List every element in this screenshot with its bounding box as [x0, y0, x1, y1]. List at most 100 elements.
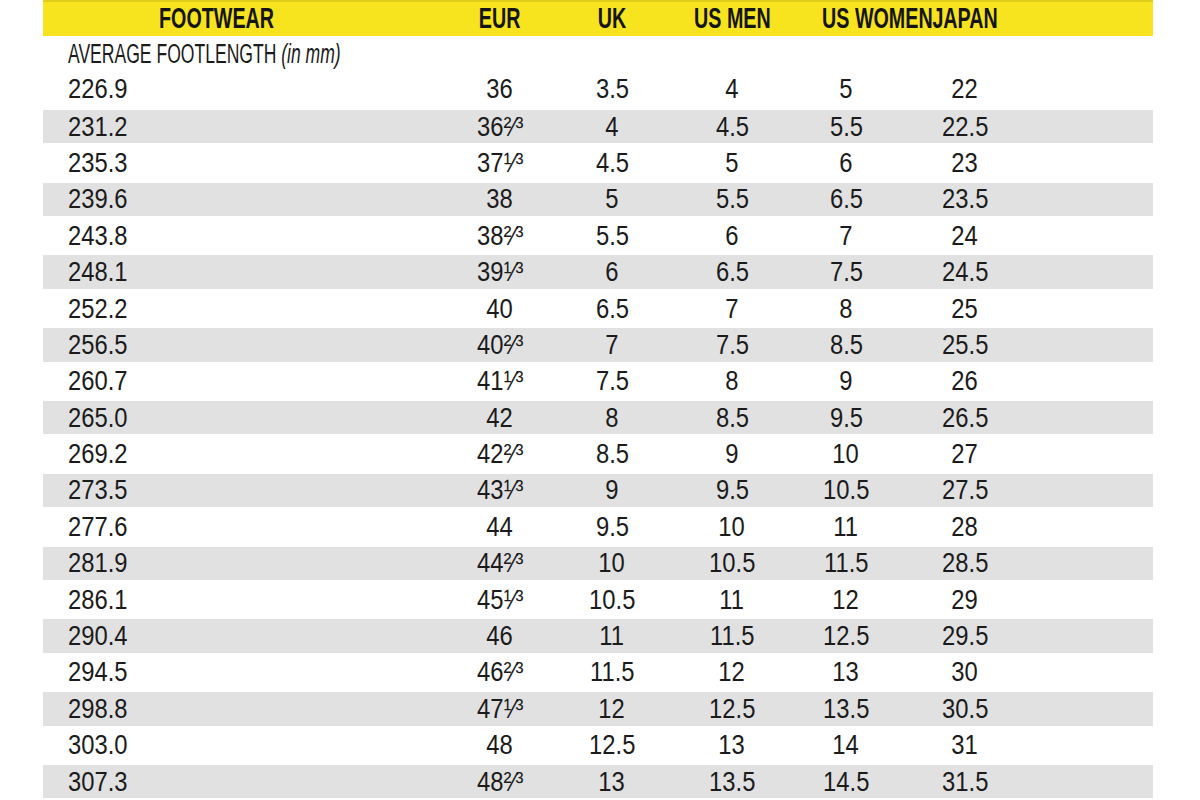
cell-uk-size: 11 — [556, 618, 668, 654]
cell-us-women-size: 10.5 — [796, 472, 896, 508]
cell-us-women-size: 14 — [796, 727, 896, 763]
japan-size-value: 29 — [952, 584, 978, 616]
cell-us-men-size: 6 — [668, 218, 796, 254]
cell-us-women-size: 7.5 — [796, 254, 896, 290]
eur-size-value: 44 — [487, 511, 513, 543]
cell-us-men-size: 5 — [668, 145, 796, 181]
row-spacer — [1034, 654, 1153, 690]
column-header-uk: UK — [556, 0, 668, 36]
cell-uk-size: 8.5 — [556, 436, 668, 472]
us-women-size-value: 7 — [839, 220, 852, 252]
cell-japan-size: 27.5 — [896, 472, 1034, 508]
uk-size-value: 5 — [605, 183, 618, 215]
cell-japan-size: 29.5 — [896, 618, 1034, 654]
cell-footlength-mm: 269.2 — [43, 436, 444, 472]
column-header-japan-label: JAPAN — [932, 2, 997, 35]
japan-size-value: 30.5 — [942, 693, 988, 725]
row-spacer — [1034, 363, 1153, 399]
japan-size-value: 23 — [952, 147, 978, 179]
cell-japan-size: 25 — [896, 290, 1034, 326]
subheader-cell: AVERAGE FOOTLENGTH (in mm) — [43, 36, 1153, 72]
column-header-eur-label: EUR — [479, 2, 521, 35]
cell-footlength-mm: 265.0 — [43, 400, 444, 436]
cell-eur-size: 36 — [444, 72, 556, 108]
uk-size-value: 4.5 — [595, 147, 628, 179]
footlength-value: 256.5 — [68, 329, 128, 361]
footlength-value: 277.6 — [68, 511, 128, 543]
us-men-size-value: 5 — [725, 147, 738, 179]
column-header-footwear: FOOTWEAR — [43, 0, 444, 36]
us-men-size-value: 6.5 — [715, 256, 748, 288]
cell-eur-size: 44 — [444, 509, 556, 545]
us-women-size-value: 5.5 — [829, 111, 862, 143]
cell-eur-size: 39¹⁄³ — [444, 254, 556, 290]
cell-us-women-size: 6 — [796, 145, 896, 181]
cell-japan-size: 26 — [896, 363, 1034, 399]
japan-size-value: 25.5 — [942, 329, 988, 361]
eur-size-value: 44²⁄³ — [477, 547, 523, 579]
us-women-size-value: 12 — [833, 584, 859, 616]
footlength-value: 269.2 — [68, 438, 128, 470]
cell-japan-size: 30.5 — [896, 691, 1034, 727]
footlength-value: 226.9 — [68, 73, 128, 105]
footlength-value: 243.8 — [68, 220, 128, 252]
footlength-value: 231.2 — [68, 111, 128, 143]
us-men-size-value: 10.5 — [709, 547, 755, 579]
cell-us-women-size: 12 — [796, 581, 896, 617]
eur-size-value: 46 — [487, 620, 513, 652]
us-men-size-value: 13.5 — [709, 766, 755, 798]
uk-size-value: 8 — [605, 402, 618, 434]
uk-size-value: 12 — [599, 693, 625, 725]
uk-size-value: 10.5 — [589, 584, 635, 616]
table-row: 307.3 48²⁄³ 13 13.5 14.5 31.5 — [43, 763, 1153, 799]
cell-us-women-size: 13.5 — [796, 691, 896, 727]
us-women-size-value: 8.5 — [829, 329, 862, 361]
row-spacer — [1034, 509, 1153, 545]
us-women-size-value: 9.5 — [829, 402, 862, 434]
us-women-size-value: 13 — [833, 656, 859, 688]
cell-footlength-mm: 248.1 — [43, 254, 444, 290]
cell-uk-size: 4.5 — [556, 145, 668, 181]
us-men-size-value: 9 — [725, 438, 738, 470]
cell-footlength-mm: 256.5 — [43, 327, 444, 363]
table-row: 290.4 46 11 11.5 12.5 29.5 — [43, 618, 1153, 654]
table-row: 265.0 42 8 8.5 9.5 26.5 — [43, 400, 1153, 436]
subheader-row: AVERAGE FOOTLENGTH (in mm) — [43, 36, 1153, 72]
uk-size-value: 4 — [605, 111, 618, 143]
us-women-size-value: 13.5 — [823, 693, 869, 725]
cell-us-men-size: 7 — [668, 290, 796, 326]
table-row: 252.2 40 6.5 7 8 25 — [43, 290, 1153, 326]
cell-us-women-size: 11 — [796, 509, 896, 545]
uk-size-value: 7 — [605, 329, 618, 361]
japan-size-value: 24.5 — [942, 256, 988, 288]
cell-us-women-size: 5.5 — [796, 108, 896, 144]
cell-us-women-size: 11.5 — [796, 545, 896, 581]
row-spacer — [1034, 327, 1153, 363]
japan-size-value: 26.5 — [942, 402, 988, 434]
cell-uk-size: 13 — [556, 763, 668, 799]
table-row: 243.8 38²⁄³ 5.5 6 7 24 — [43, 218, 1153, 254]
us-women-size-value: 10 — [833, 438, 859, 470]
eur-size-value: 40 — [487, 293, 513, 325]
row-spacer — [1034, 436, 1153, 472]
cell-japan-size: 31.5 — [896, 763, 1034, 799]
row-spacer — [1034, 254, 1153, 290]
cell-us-men-size: 7.5 — [668, 327, 796, 363]
japan-size-value: 25 — [952, 293, 978, 325]
cell-footlength-mm: 260.7 — [43, 363, 444, 399]
us-women-size-value: 8 — [839, 293, 852, 325]
cell-eur-size: 46 — [444, 618, 556, 654]
table-row: 286.1 45¹⁄³ 10.5 11 12 29 — [43, 581, 1153, 617]
japan-size-value: 27.5 — [942, 474, 988, 506]
cell-eur-size: 40²⁄³ — [444, 327, 556, 363]
eur-size-value: 36²⁄³ — [477, 111, 523, 143]
cell-japan-size: 29 — [896, 581, 1034, 617]
us-men-size-value: 11 — [720, 584, 745, 616]
cell-eur-size: 38 — [444, 181, 556, 217]
table-row: 298.8 47¹⁄³ 12 12.5 13.5 30.5 — [43, 691, 1153, 727]
us-men-size-value: 4.5 — [715, 111, 748, 143]
cell-us-men-size: 13 — [668, 727, 796, 763]
cell-japan-size: 30 — [896, 654, 1034, 690]
cell-uk-size: 5.5 — [556, 218, 668, 254]
cell-japan-size: 24.5 — [896, 254, 1034, 290]
